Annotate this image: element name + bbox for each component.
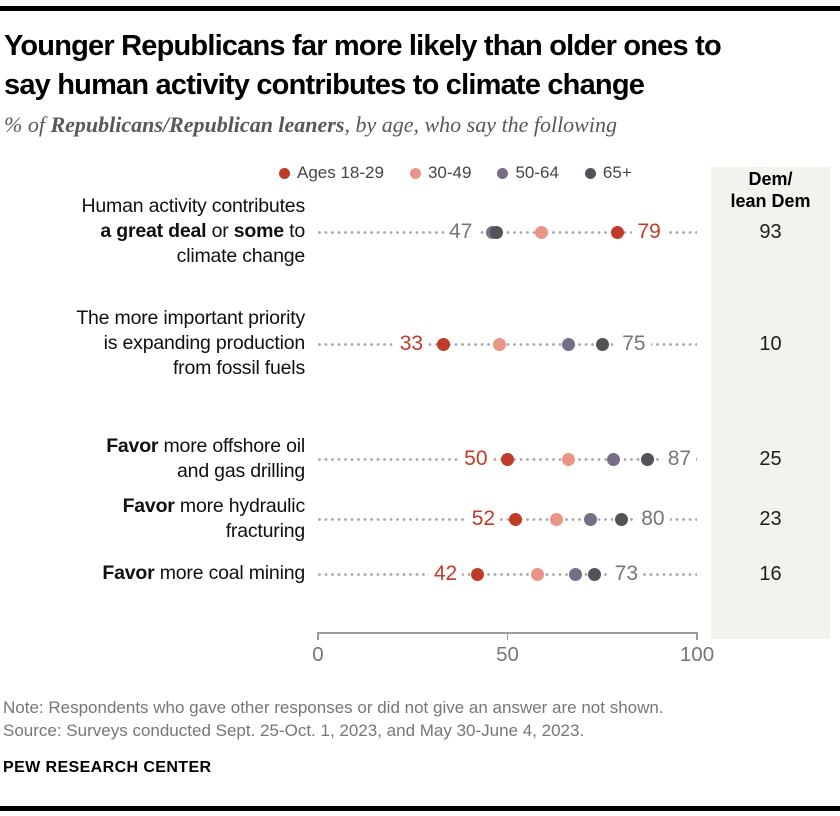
- row-label: Favor more hydraulic fracturing: [122, 494, 306, 542]
- value-label-min: 52: [466, 506, 501, 531]
- dem-value: 23: [759, 508, 782, 530]
- value-label-min: 33: [394, 331, 429, 356]
- dot-ages-18-29: [470, 567, 484, 581]
- source-text: Source: Surveys conducted Sept. 25-Oct. …: [3, 721, 585, 740]
- row-label: Human activity contributes a great deal o…: [81, 195, 306, 267]
- value-label-max: 73: [609, 561, 644, 586]
- page-subtitle: % of Republicans/Republican leaners, by …: [4, 112, 834, 138]
- leader-line: [318, 342, 697, 346]
- dot-65+: [641, 452, 655, 466]
- dot-65+: [614, 512, 628, 526]
- legend-label: 30-49: [427, 163, 472, 182]
- legend-dot-icon: [497, 167, 509, 179]
- leader-line: [318, 517, 697, 521]
- dot-ages-18-29: [610, 225, 624, 239]
- value-label-max: 87: [662, 446, 697, 471]
- bottom-rule: [0, 806, 840, 811]
- x-axis-tick-label: 100: [679, 643, 715, 666]
- dot-50-64: [584, 512, 598, 526]
- dot-65+: [588, 567, 602, 581]
- dem-column-header: Dem/ lean Dem: [711, 168, 830, 212]
- subtitle-prefix: % of: [4, 112, 51, 137]
- dot-30-49: [550, 512, 564, 526]
- value-label-max: 79: [632, 219, 666, 244]
- pew-research-center-brand: PEW RESEARCH CENTER: [3, 759, 212, 776]
- dem-value: 25: [759, 448, 782, 470]
- page-title: Younger Republicans far more likely than…: [4, 27, 834, 104]
- title-line-2: say human activity contributes to climat…: [4, 68, 645, 101]
- legend-label: Ages 18-29: [297, 163, 384, 182]
- title-line-1: Younger Republicans far more likely than…: [4, 30, 722, 62]
- dem-value: 93: [759, 221, 782, 243]
- legend-item-65-: 65+: [584, 163, 632, 183]
- dem-column-background: [711, 167, 830, 639]
- leader-line: [318, 572, 697, 576]
- legend-item-ages-18-29: Ages 18-29: [279, 163, 384, 183]
- x-axis-tick: [506, 632, 509, 640]
- x-axis-tick-label: 0: [312, 643, 324, 666]
- dot-ages-18-29: [501, 452, 514, 466]
- dot-ages-18-29: [508, 512, 522, 526]
- legend-item-50-64: 50-64: [497, 163, 559, 183]
- top-rule: [0, 6, 840, 11]
- dot-ages-18-29: [436, 337, 450, 351]
- dot-30-49: [561, 452, 575, 466]
- subtitle-suffix: , by age, who say the following: [344, 112, 617, 137]
- x-axis-tick: [696, 632, 698, 640]
- dem-value: 16: [759, 563, 782, 585]
- legend-label: 65+: [602, 163, 632, 182]
- value-label-min: 42: [428, 561, 463, 586]
- value-label-max: 80: [636, 506, 670, 531]
- dot-50-64: [607, 452, 621, 466]
- value-label-min: 47: [443, 219, 478, 244]
- row-label: Favor more coal mining: [102, 562, 305, 584]
- dem-header-line-2: lean Dem: [730, 191, 811, 211]
- x-axis-tick: [317, 632, 319, 640]
- note-text: Note: Respondents who gave other respons…: [3, 698, 664, 717]
- x-axis-tick-label: 50: [496, 643, 519, 666]
- subtitle-bold: Republicans/Republican leaners: [50, 112, 345, 137]
- dot-50-64: [561, 337, 575, 351]
- leader-line: [318, 230, 697, 234]
- dem-value: 10: [759, 333, 782, 355]
- legend-dot-icon: [409, 167, 421, 179]
- dot-65+: [595, 337, 609, 351]
- dot-65+: [489, 225, 503, 239]
- value-label-min: 50: [459, 446, 493, 471]
- dem-header-line-1: Dem/: [748, 169, 793, 189]
- dot-30-49: [535, 225, 549, 239]
- age-legend: Ages 18-29 30-49 50-64 65+: [279, 163, 632, 183]
- row-label: Favor more offshore oil and gas drilling: [106, 434, 305, 482]
- value-label-max: 75: [617, 331, 651, 356]
- legend-item-30-49: 30-49: [409, 163, 472, 183]
- row-label: The more important priority is expanding …: [76, 307, 305, 379]
- dot-30-49: [493, 337, 507, 351]
- dot-30-49: [531, 567, 545, 581]
- dot-50-64: [569, 567, 583, 581]
- legend-dot-icon: [584, 167, 596, 179]
- legend-label: 50-64: [515, 163, 559, 182]
- legend-dot-icon: [279, 167, 290, 179]
